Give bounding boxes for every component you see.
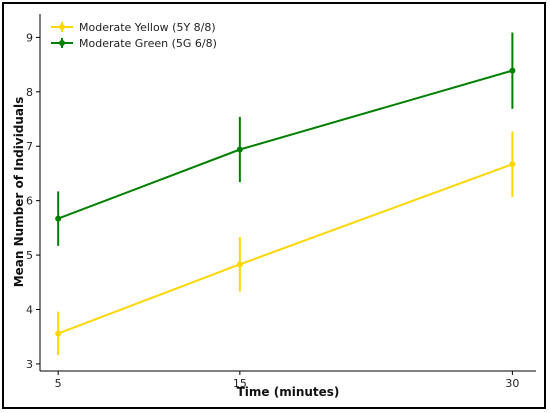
data-point bbox=[55, 215, 62, 222]
data-point bbox=[236, 261, 243, 268]
y-ticks: 3 4 5 6 7 8 9 bbox=[26, 31, 40, 371]
series-layer bbox=[55, 32, 516, 356]
series-green bbox=[55, 32, 516, 246]
x-tick-label: 30 bbox=[505, 377, 519, 390]
x-tick-label: 15 bbox=[233, 377, 247, 390]
data-point bbox=[509, 67, 516, 74]
x-ticks: 5 15 30 bbox=[55, 371, 519, 390]
axes bbox=[39, 14, 536, 372]
legend-label: Moderate Green (5G 6/8) bbox=[79, 37, 217, 50]
y-tick-label: 4 bbox=[26, 304, 33, 317]
y-tick-label: 9 bbox=[26, 31, 33, 44]
series-line bbox=[57, 69, 513, 220]
data-point bbox=[55, 330, 62, 337]
data-point bbox=[509, 161, 516, 168]
y-axis-label: Mean Number of Individuals bbox=[12, 97, 26, 288]
series-yellow bbox=[55, 131, 516, 356]
series-line bbox=[57, 163, 513, 335]
y-tick-label: 8 bbox=[26, 86, 33, 99]
y-tick-label: 7 bbox=[26, 140, 33, 153]
legend: Moderate Yellow (5Y 8/8) Moderate Green (… bbox=[51, 21, 217, 50]
x-axis-label: Time (minutes) bbox=[237, 385, 340, 399]
legend-label: Moderate Yellow (5Y 8/8) bbox=[79, 21, 216, 34]
data-point bbox=[236, 146, 243, 153]
x-tick-label: 5 bbox=[55, 377, 62, 390]
y-tick-label: 5 bbox=[26, 249, 33, 262]
y-tick-label: 3 bbox=[26, 358, 33, 371]
legend-marker bbox=[59, 40, 65, 46]
y-tick-label: 6 bbox=[26, 195, 33, 208]
legend-marker bbox=[59, 24, 65, 30]
